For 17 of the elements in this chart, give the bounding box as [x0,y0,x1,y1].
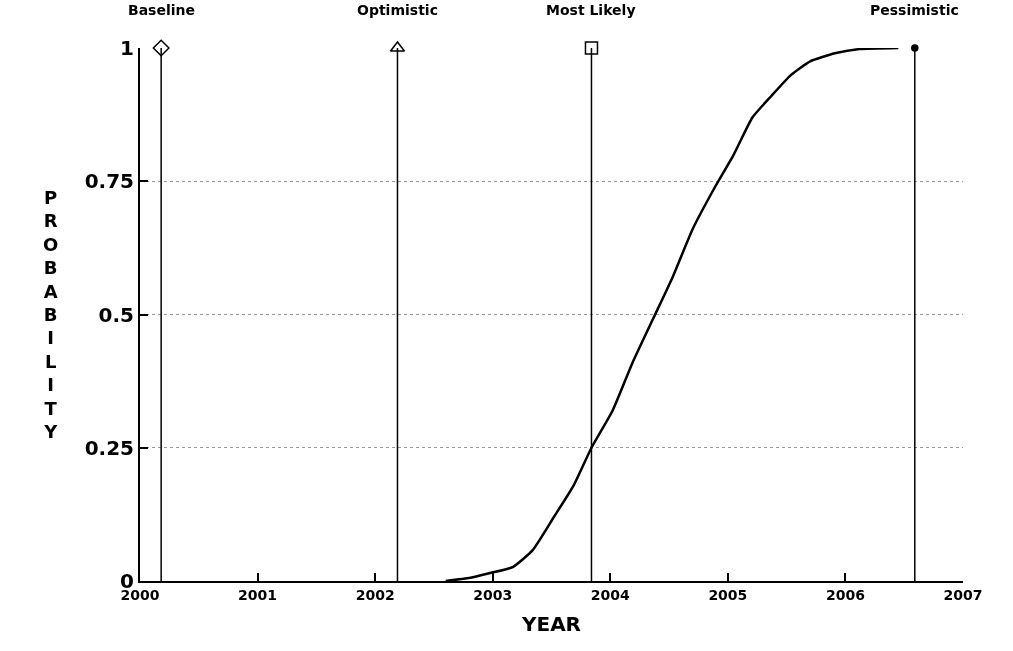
y-tick-label: 0.25 [84,435,134,460]
text: PROBABILITY [43,187,59,442]
text: Most Likely [546,2,636,18]
x-tick-label: 2002 [355,586,395,603]
x-tick-label: 2004 [590,586,631,603]
y-tick-label: 1 [120,36,134,60]
text: Optimistic [357,2,438,18]
text: Baseline [128,2,196,18]
y-tick-label: 0.75 [84,169,134,194]
x-tick-label: 2005 [708,586,748,603]
x-axis-title: YEAR [520,611,582,636]
y-tick-label: 0.5 [98,302,134,327]
x-tick-label: 2007 [943,586,983,603]
x-tick-label: 2006 [825,586,865,603]
x-tick-label: 2003 [473,586,513,603]
x-tick-label: 2001 [238,586,278,603]
text: Pessimistic [870,2,959,18]
